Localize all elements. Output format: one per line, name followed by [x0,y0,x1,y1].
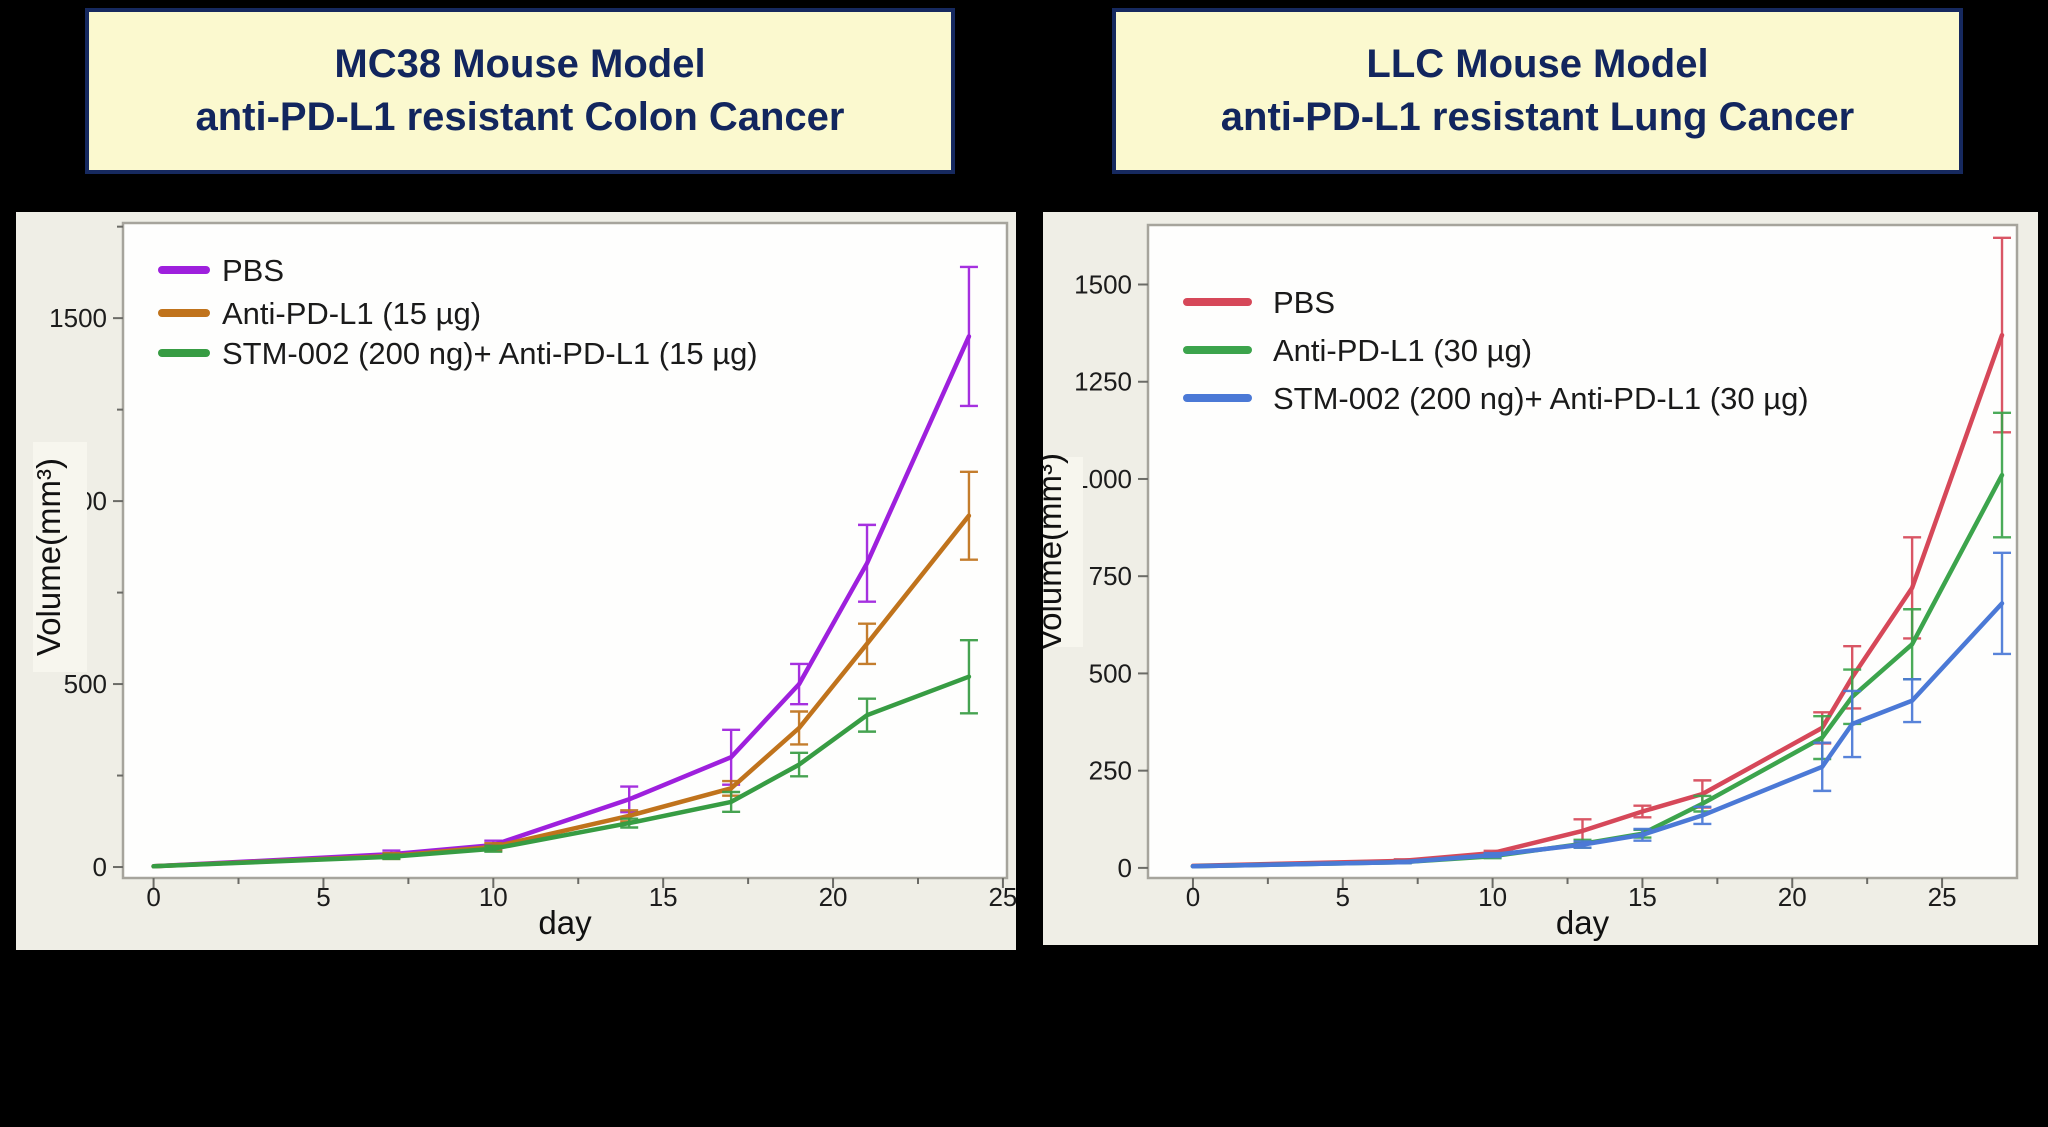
left-chart-title-line2: anti-PD-L1 resistant Colon Cancer [195,95,845,139]
series-line-3 [1190,601,2005,869]
llc-chart-panel: 0 5 10 15 20 25 0 250 500 750 1000 1250 1500 day Volum… [1043,212,2038,945]
plot-frame [121,221,1009,880]
x-axis-tick-label: 0 [1186,882,1200,912]
right-chart-title-line2: anti-PD-L1 resistant Lung Cancer [1220,95,1855,139]
error-bar-series-3 [790,751,809,778]
y-axis-tick-label: 1000 [1074,464,1132,494]
x-axis-title: day [538,904,592,941]
right-chart-title-line1: LLC Mouse Model [1366,42,1709,87]
x-axis-tick-label: 0 [146,882,160,912]
x-axis-tick-label: 10 [1478,882,1507,912]
error-bar-series-1 [959,265,978,408]
x-axis-tick-label: 5 [1336,882,1350,912]
x-axis-tick-label: 25 [1928,882,1957,912]
legend-label-1: PBS [1273,285,1335,320]
error-bar-series-1 [1633,804,1652,819]
error-bar-series-3 [382,853,401,861]
legend-label-2: Anti-PD-L1 (15 µg) [222,296,481,331]
legend-label-1: PBS [222,253,284,288]
error-bar-series-3 [1393,859,1412,865]
x-axis-tick-label: 20 [1778,882,1807,912]
mc38-plot-svg: 0510152025050010001500dayVolume(mm³)PBSA… [30,221,1016,941]
error-bar-series-3 [1843,689,1862,759]
y-axis-title-backing [33,442,87,672]
y-axis-tick-label: 500 [64,669,107,699]
x-axis-tick-label: 15 [1628,882,1657,912]
y-axis-tick-label: 0 [93,852,107,882]
y-axis-tick-label: 250 [1089,756,1132,786]
error-bar-series-3 [1903,678,1922,724]
mc38-chart-panel: 0510152025050010001500dayVolume(mm³)PBSA… [16,212,1016,950]
x-axis-tick-label: 20 [819,882,848,912]
y-axis-title-backing [1043,457,1083,647]
y-axis-tick-label: 750 [1089,561,1132,591]
legend-label-3: STM-002 (200 ng)+ Anti-PD-L1 (30 µg) [1273,381,1809,416]
error-bar-series-3 [1813,741,1832,793]
error-bar-series-3 [1573,840,1592,849]
left-chart-title-line1: MC38 Mouse Model [334,42,706,87]
legend-label-2: Anti-PD-L1 (30 µg) [1273,333,1532,368]
error-bar-series-1 [790,662,809,706]
error-bar-series-1 [858,523,877,603]
error-bar-series-3 [959,638,978,715]
error-bar-series-3 [1483,851,1502,859]
llc-plot-svg: 0 5 10 15 20 250250500750100012501500dayVolum… [1043,223,2019,941]
error-bar-series-2 [858,622,877,666]
error-bar-series-2 [959,470,978,561]
legend-label-3: STM-002 (200 ng)+ Anti-PD-L1 (15 µg) [222,336,758,371]
y-axis-tick-label: 1250 [1074,367,1132,397]
y-axis-title: Volume(mm³) [30,458,67,656]
error-bar-series-3 [722,790,741,813]
y-axis-tick-label: 1500 [1074,270,1132,300]
x-axis-tick-label: 25 [988,882,1016,912]
x-axis-tick-label: 5 [316,882,330,912]
series-line-3 [151,674,972,869]
error-bar-series-2 [790,710,809,746]
left-chart-title-box: MC38 Mouse Model anti-PD-L1 resistant Co… [85,8,955,174]
y-axis-tick-label: 1500 [49,303,107,333]
error-bar-series-3 [1633,827,1652,842]
error-bar-series-3 [1693,805,1712,826]
error-bar-series-2 [1993,411,2012,539]
x-axis-tick-label: 10 [479,882,508,912]
x-axis-tick-label: 15 [649,882,678,912]
x-axis-title: day [1556,904,1610,941]
error-bar-series-3 [620,817,639,829]
plot-frame [1146,223,2019,880]
right-chart-title-box: LLC Mouse Model anti-PD-L1 resistant Lun… [1112,8,1963,174]
y-axis-tick-label: 0 [1118,853,1132,883]
error-bar-series-3 [484,844,503,853]
error-bar-series-3 [1993,551,2012,656]
y-axis-tick-label: 500 [1089,658,1132,688]
y-axis-title: Volume(mm³) [1043,453,1068,651]
error-bar-series-3 [858,697,877,733]
